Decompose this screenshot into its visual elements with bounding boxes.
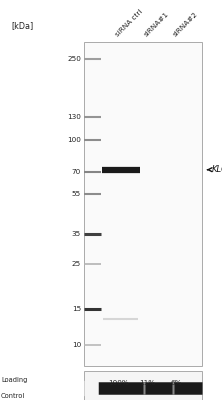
Text: KLC2: KLC2 <box>211 165 222 174</box>
Text: 25: 25 <box>72 261 81 267</box>
Text: 55: 55 <box>72 191 81 197</box>
Text: 11%: 11% <box>140 380 156 386</box>
Text: siRNA#2: siRNA#2 <box>172 11 199 38</box>
Text: [kDa]: [kDa] <box>11 21 33 30</box>
Text: 250: 250 <box>67 56 81 62</box>
Text: Control: Control <box>1 393 25 399</box>
Text: 100%: 100% <box>108 380 129 386</box>
Bar <box>84 42 202 366</box>
Text: 6%: 6% <box>171 380 182 386</box>
Text: 10: 10 <box>72 342 81 348</box>
Text: Loading: Loading <box>1 377 28 383</box>
Text: 100: 100 <box>67 138 81 144</box>
Bar <box>84 371 202 400</box>
Text: 15: 15 <box>72 306 81 312</box>
Text: 35: 35 <box>72 231 81 237</box>
Text: siRNA ctrl: siRNA ctrl <box>114 9 144 38</box>
Text: siRNA#1: siRNA#1 <box>143 11 170 38</box>
Text: 70: 70 <box>72 169 81 175</box>
Text: 130: 130 <box>67 114 81 120</box>
